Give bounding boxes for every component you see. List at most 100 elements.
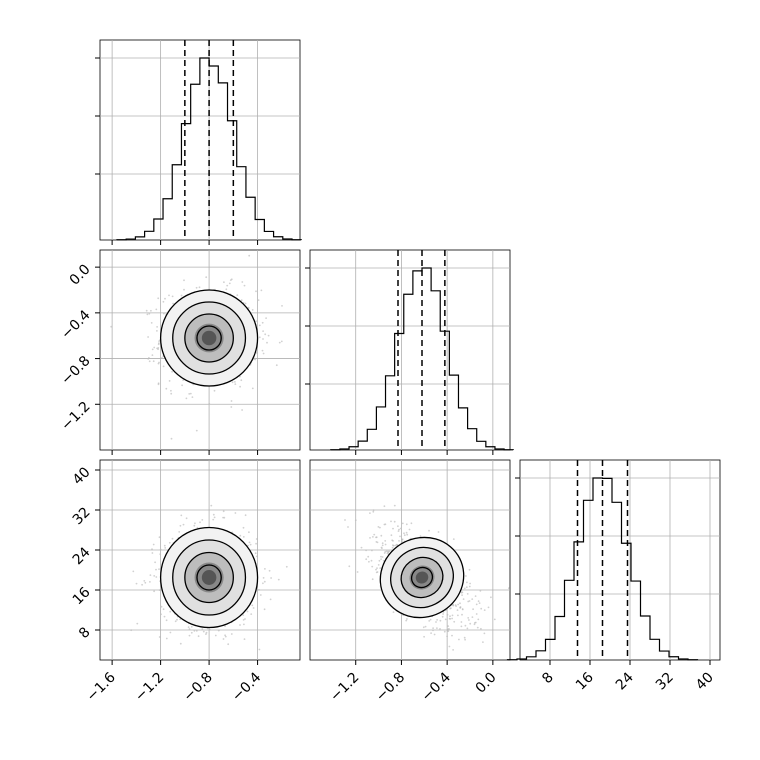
scatter-point	[179, 642, 182, 645]
scatter-point	[163, 312, 165, 315]
scatter-point	[447, 625, 450, 627]
panel-1-1	[305, 249, 514, 455]
scatter-point	[460, 591, 463, 594]
y-tick-label: 32	[70, 504, 94, 528]
scatter-point	[263, 608, 266, 611]
scatter-point	[436, 627, 438, 629]
scatter-point	[428, 620, 431, 622]
scatter-point	[508, 587, 510, 590]
scatter-point	[405, 531, 408, 534]
scatter-point	[473, 623, 476, 626]
scatter-point	[455, 605, 457, 607]
scatter-point	[430, 632, 432, 634]
scatter-point	[260, 289, 263, 292]
scatter-point	[439, 619, 442, 622]
scatter-point	[255, 542, 257, 545]
scatter-point	[380, 555, 382, 558]
scatter-point	[480, 627, 482, 630]
scatter-point	[170, 437, 173, 440]
scatter-point	[174, 620, 177, 623]
x-tick-label: −0.8	[373, 670, 408, 705]
scatter-point	[254, 358, 257, 361]
scatter-point	[147, 358, 150, 360]
scatter-point	[182, 523, 185, 526]
scatter-point	[392, 527, 394, 530]
scatter-point	[432, 627, 434, 629]
scatter-point	[476, 626, 479, 629]
scatter-point	[255, 555, 258, 558]
scatter-point	[199, 521, 201, 524]
scatter-point	[193, 630, 196, 632]
x-tick-label: 32	[653, 670, 677, 694]
scatter-point	[264, 333, 267, 336]
scatter-point	[372, 536, 374, 538]
scatter-point	[381, 544, 384, 547]
scatter-point	[243, 638, 246, 640]
scatter-point	[157, 383, 160, 386]
scatter-point	[365, 558, 368, 561]
scatter-point	[452, 604, 455, 607]
scatter-point	[190, 631, 193, 634]
scatter-point	[255, 320, 257, 323]
scatter-point	[465, 586, 468, 589]
scatter-point	[246, 610, 249, 613]
scatter-point	[379, 567, 382, 569]
scatter-point	[198, 286, 201, 289]
scatter-point	[188, 634, 191, 637]
scatter-point	[156, 326, 159, 328]
scatter-point	[483, 632, 486, 635]
scatter-point	[230, 278, 233, 281]
scatter-point	[393, 504, 396, 507]
scatter-point	[242, 614, 245, 616]
scatter-point	[261, 349, 264, 352]
scatter-point	[465, 575, 467, 577]
scatter-point	[375, 571, 378, 574]
scatter-point	[392, 544, 395, 547]
scatter-point	[469, 582, 471, 585]
scatter-point	[150, 309, 152, 312]
scatter-point	[185, 397, 188, 400]
scatter-point	[403, 532, 405, 535]
scatter-point	[252, 607, 255, 609]
scatter-point	[449, 615, 451, 618]
histogram-step	[330, 267, 514, 451]
scatter-point	[405, 523, 408, 526]
scatter-point	[148, 312, 151, 315]
scatter-point	[464, 624, 467, 627]
scatter-point	[377, 526, 380, 528]
scatter-point	[151, 552, 154, 554]
scatter-point	[213, 389, 216, 392]
scatter-point	[262, 577, 265, 579]
scatter-point	[446, 635, 448, 638]
scatter-point	[262, 352, 265, 355]
scatter-point	[155, 308, 158, 311]
scatter-point	[367, 555, 370, 558]
scatter-point	[432, 629, 434, 632]
scatter-point	[230, 406, 233, 408]
scatter-point	[171, 295, 174, 298]
scatter-point	[194, 522, 196, 525]
scatter-point	[255, 290, 257, 293]
scatter-point	[244, 302, 247, 305]
scatter-point	[144, 581, 147, 584]
scatter-point	[155, 576, 158, 578]
scatter-point	[388, 550, 391, 553]
scatter-point	[468, 585, 471, 588]
scatter-point	[433, 633, 436, 636]
scatter-point	[197, 635, 200, 638]
scatter-point	[460, 621, 463, 623]
panel-frame	[309, 249, 511, 451]
scatter-point	[185, 517, 188, 520]
scatter-point	[217, 629, 220, 632]
scatter-point	[168, 294, 170, 297]
scatter-point	[202, 630, 205, 633]
scatter-point	[375, 541, 378, 543]
scatter-point	[157, 297, 160, 300]
scatter-point	[392, 540, 394, 542]
scatter-point	[226, 284, 229, 287]
scatter-point	[390, 520, 392, 523]
panel-2-0: 8 16 24 32 40 −1.6 −1.2 −0.8 −0.4	[70, 459, 301, 705]
scatter-point	[244, 514, 247, 517]
scatter-point	[467, 617, 470, 619]
scatter-point	[149, 581, 151, 583]
